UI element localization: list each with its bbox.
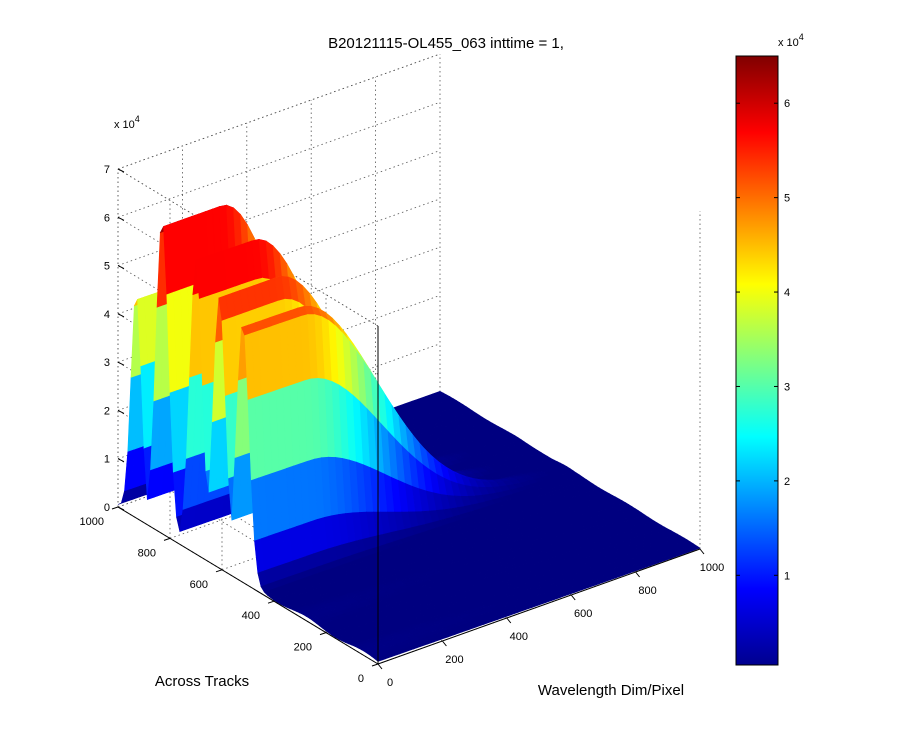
colorbar-tick-label: 3	[784, 381, 790, 393]
y-tick-label: 600	[190, 579, 208, 591]
grid-line	[117, 198, 441, 315]
z-tick	[117, 361, 125, 366]
z-tick-label: 1	[104, 454, 110, 466]
colorbar-tick-label: 2	[784, 476, 790, 488]
colorbar-tick-label: 4	[784, 287, 790, 299]
surface-layer	[117, 204, 701, 662]
x-tick-label: 800	[638, 585, 656, 597]
grid-line	[117, 246, 441, 363]
colorbar-tick-label: 6	[784, 98, 790, 110]
x-axis-label: Wavelength Dim/Pixel	[538, 682, 684, 699]
colorbar-gradient	[735, 55, 779, 666]
z-tick	[117, 458, 125, 463]
grid-line	[117, 295, 441, 411]
y-tick	[319, 632, 327, 636]
z-tick	[117, 409, 125, 414]
x-tick	[699, 548, 705, 555]
x-tick	[635, 571, 640, 578]
z-tick	[117, 216, 125, 221]
y-tick-label: 800	[138, 547, 156, 559]
y-tick	[215, 569, 223, 573]
grid-line	[117, 150, 441, 266]
z-tick-label: 6	[104, 212, 110, 224]
z-tick	[117, 168, 125, 173]
colorbar-multiplier-exp: 4	[799, 32, 804, 42]
colorbar-multiplier: x 104	[778, 32, 804, 49]
y-tick	[267, 600, 275, 604]
z-tick	[117, 313, 125, 318]
colorbar-tick-label: 5	[784, 193, 790, 205]
x-tick	[442, 640, 447, 647]
z-tick-label: 5	[104, 261, 110, 273]
x-tick-label: 400	[510, 631, 528, 643]
z-tick-label: 7	[104, 164, 110, 176]
x-tick-label: 1000	[700, 562, 724, 574]
x-tick	[570, 594, 576, 601]
y-tick-label: 1000	[80, 516, 104, 528]
y-tick	[111, 506, 119, 510]
y-axis-label: Across Tracks	[155, 673, 249, 690]
x-tick-label: 0	[387, 677, 393, 689]
z-multiplier-base: x 10	[114, 119, 135, 131]
z-tick-label: 4	[104, 309, 110, 321]
chart-title: B20121115-OL455_063 inttime = 1,	[328, 35, 564, 52]
z-tick-label: 3	[104, 357, 110, 369]
y-tick-label: 200	[294, 642, 312, 654]
z-multiplier-exp: 4	[135, 114, 140, 124]
y-tick	[163, 537, 171, 541]
grid-line	[117, 101, 441, 218]
colorbar-tick-label: 1	[784, 570, 790, 582]
grid-line	[117, 53, 441, 170]
y-tick-label: 0	[358, 673, 364, 685]
y-tick-label: 400	[242, 610, 260, 622]
z-tick-label: 0	[104, 502, 110, 514]
z-tick	[117, 265, 125, 270]
x-tick-label: 200	[445, 654, 463, 666]
z-multiplier: x 104	[114, 114, 140, 131]
grid-line	[117, 53, 441, 170]
grid-line	[117, 343, 441, 460]
x-tick	[506, 617, 512, 624]
grid-line	[117, 168, 379, 327]
x-tick	[377, 663, 383, 670]
z-tick	[117, 506, 125, 511]
x-tick-label: 600	[574, 608, 592, 620]
colorbar-multiplier-base: x 10	[778, 37, 799, 49]
y-tick	[371, 663, 379, 667]
z-tick-label: 2	[104, 405, 110, 417]
